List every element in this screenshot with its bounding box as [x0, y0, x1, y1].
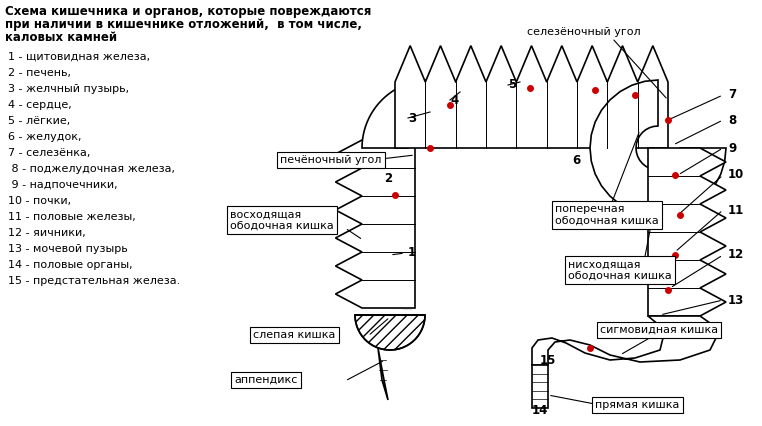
Text: 10: 10 [728, 169, 744, 181]
Text: 2 - печень,: 2 - печень, [8, 68, 71, 78]
Text: 1: 1 [408, 245, 416, 259]
Text: 11 - половые железы,: 11 - половые железы, [8, 212, 136, 222]
Text: 5 - лёгкие,: 5 - лёгкие, [8, 116, 70, 126]
Text: 1 - щитовидная железа,: 1 - щитовидная железа, [8, 52, 150, 62]
Text: 8: 8 [728, 113, 736, 127]
Text: 3: 3 [408, 112, 416, 124]
Text: 13 - мочевой пузырь: 13 - мочевой пузырь [8, 244, 128, 254]
Text: 2: 2 [384, 172, 392, 184]
Text: при наличии в кишечнике отложений,  в том числе,: при наличии в кишечнике отложений, в том… [5, 18, 362, 31]
Text: 10 - почки,: 10 - почки, [8, 196, 71, 206]
Text: аппендикс: аппендикс [234, 375, 297, 385]
Polygon shape [335, 140, 415, 308]
Text: селезёночный угол: селезёночный угол [527, 27, 641, 37]
Text: 11: 11 [728, 204, 744, 216]
Text: 13: 13 [728, 294, 744, 306]
Text: 14: 14 [532, 403, 549, 417]
Text: 9: 9 [728, 141, 736, 155]
Polygon shape [532, 316, 720, 365]
Text: 15 - предстательная железа.: 15 - предстательная железа. [8, 276, 181, 286]
Polygon shape [648, 148, 726, 316]
Polygon shape [395, 46, 668, 148]
Polygon shape [355, 315, 425, 350]
Text: 3 - желчный пузырь,: 3 - желчный пузырь, [8, 84, 129, 94]
Text: поперечная
ободочная кишка: поперечная ободочная кишка [555, 204, 659, 226]
Text: 8 - поджелудочная железа,: 8 - поджелудочная железа, [8, 164, 175, 174]
Text: восходящая
ободочная кишка: восходящая ободочная кишка [230, 209, 334, 231]
Polygon shape [378, 348, 388, 400]
Text: Схема кишечника и органов, которые повреждаются: Схема кишечника и органов, которые повре… [5, 5, 371, 18]
Text: нисходящая
ободочная кишка: нисходящая ободочная кишка [568, 259, 672, 281]
Text: печёночный угол: печёночный угол [280, 155, 381, 165]
Text: 5: 5 [508, 78, 516, 92]
Polygon shape [590, 80, 726, 216]
Text: 6: 6 [572, 153, 580, 167]
Text: 7: 7 [728, 89, 736, 101]
Text: 9 - надпочечники,: 9 - надпочечники, [8, 180, 117, 190]
Text: каловых камней: каловых камней [5, 31, 117, 44]
Text: 6 - желудок,: 6 - желудок, [8, 132, 82, 142]
Polygon shape [362, 80, 430, 148]
Text: сигмовидная кишка: сигмовидная кишка [600, 325, 718, 335]
Text: 4 - сердце,: 4 - сердце, [8, 100, 72, 110]
Text: 14 - половые органы,: 14 - половые органы, [8, 260, 133, 270]
Text: 4: 4 [450, 93, 458, 106]
Polygon shape [532, 365, 548, 408]
Text: слепая кишка: слепая кишка [253, 330, 335, 340]
Text: 12: 12 [728, 248, 744, 262]
Text: 12 - яичники,: 12 - яичники, [8, 228, 86, 238]
Text: прямая кишка: прямая кишка [595, 400, 680, 410]
Text: 7 - селезёнка,: 7 - селезёнка, [8, 148, 91, 158]
Text: 15: 15 [540, 354, 556, 366]
